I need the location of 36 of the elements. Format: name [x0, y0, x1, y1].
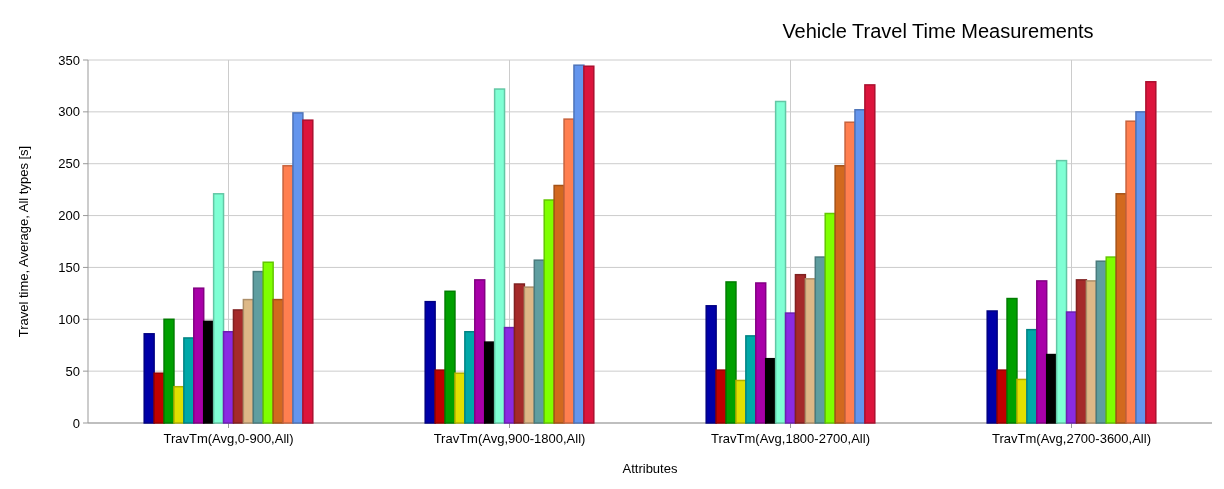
y-tick-label: 100	[58, 311, 80, 327]
x-tick-label: TravTm(Avg,1800-2700,All)	[711, 431, 870, 446]
chart-title: Vehicle Travel Time Measurements	[782, 20, 1094, 42]
bar	[163, 318, 175, 424]
y-tick-label: 250	[58, 156, 80, 172]
y-tick-label: 0	[72, 415, 80, 431]
bar	[424, 300, 436, 424]
bar	[986, 310, 998, 424]
bar	[444, 290, 456, 424]
bar	[583, 65, 595, 424]
y-tick-label: 150	[58, 259, 80, 275]
bar	[262, 261, 274, 424]
x-tick-label: TravTm(Avg,2700-3600,All)	[992, 431, 1151, 446]
bar	[774, 100, 787, 424]
bar	[1055, 159, 1068, 424]
y-tick-label: 50	[65, 363, 80, 379]
y-axis-title: Travel time, Average, All types [s]	[16, 145, 31, 338]
bar	[864, 84, 876, 424]
bar	[474, 279, 486, 424]
bar	[725, 281, 737, 424]
bar	[1006, 297, 1018, 424]
bar	[143, 333, 155, 424]
bar	[193, 287, 205, 424]
bar	[493, 88, 506, 424]
bar	[212, 193, 225, 424]
bar	[302, 119, 314, 424]
bar	[1036, 280, 1048, 424]
y-tick-label: 300	[58, 104, 80, 120]
y-tick-label: 200	[58, 208, 80, 224]
bar	[755, 282, 767, 424]
y-tick-label: 350	[58, 52, 80, 68]
x-tick-label: TravTm(Avg,0-900,All)	[163, 431, 294, 446]
x-axis-title: Attributes	[622, 461, 678, 476]
bar	[705, 305, 717, 424]
bar	[1145, 81, 1157, 424]
x-tick-label: TravTm(Avg,900-1800,All)	[433, 431, 586, 446]
